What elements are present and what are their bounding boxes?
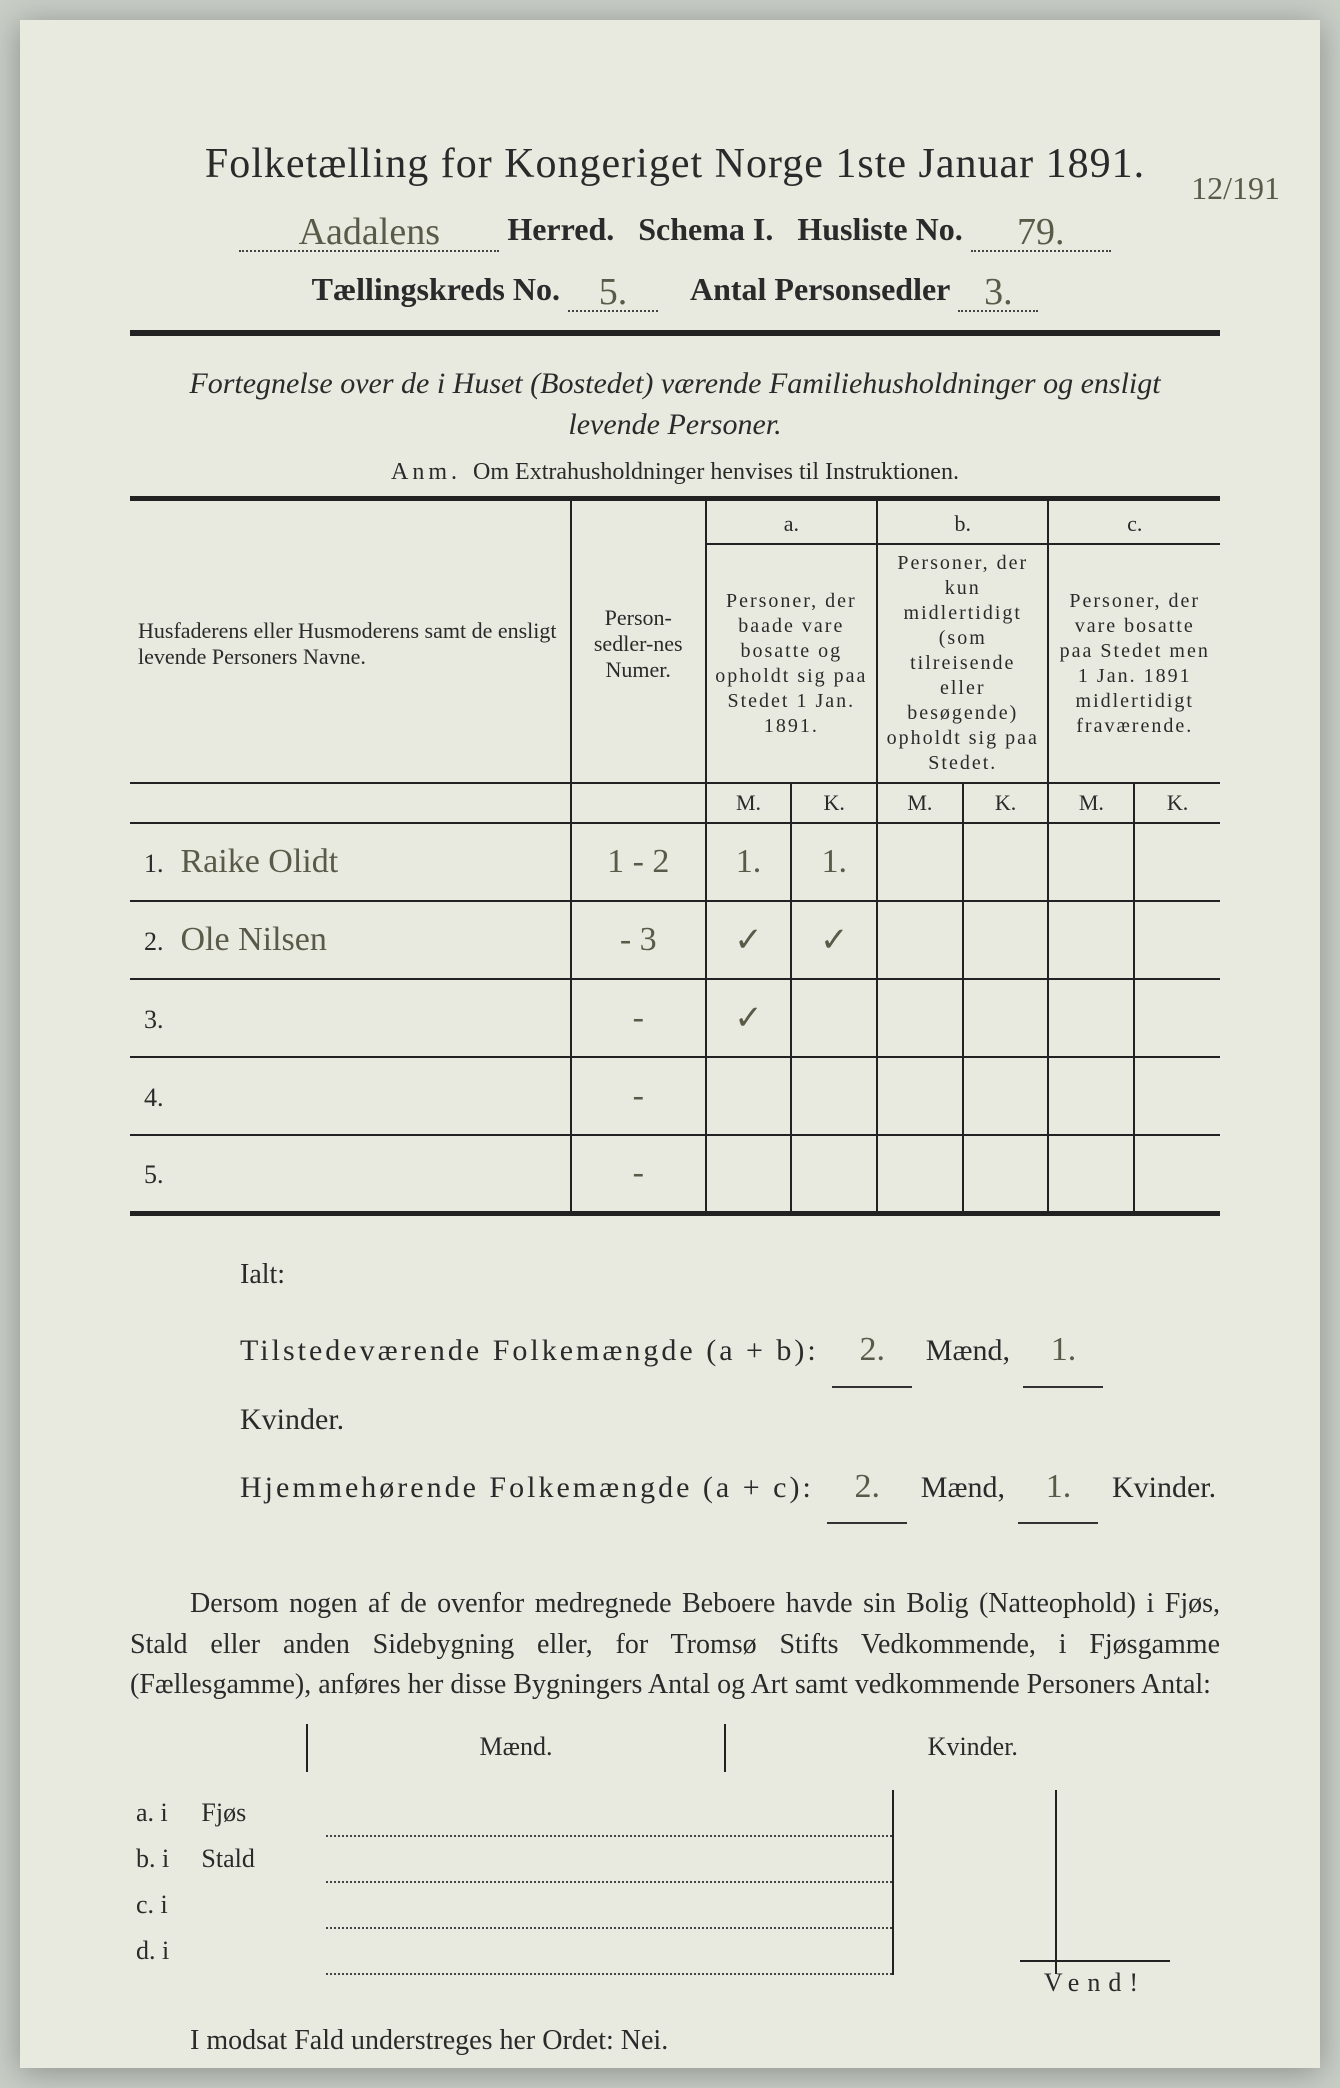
subtitle-line2: levende Personer. bbox=[568, 408, 781, 441]
subtitle: Fortegnelse over de i Huset (Bostedet) v… bbox=[130, 364, 1220, 445]
subtitle-line1: Fortegnelse over de i Huset (Bostedet) v… bbox=[189, 367, 1160, 400]
census-table: Husfaderens eller Husmoderens samt de en… bbox=[130, 496, 1220, 1216]
census-form-page: 12/191 Folketælling for Kongeriget Norge… bbox=[20, 20, 1320, 2068]
husliste-label: Husliste No. bbox=[797, 211, 962, 247]
col-header-a-top: a. bbox=[706, 499, 877, 545]
tilst-m: 2. bbox=[860, 1331, 886, 1368]
lower-maend-header: Mænd. bbox=[307, 1724, 724, 1772]
col-header-a: Personer, der baade vare bosatte og opho… bbox=[706, 544, 877, 783]
hjem-k: 1. bbox=[1046, 1468, 1072, 1505]
col-b-m: M. bbox=[877, 783, 963, 823]
col-header-b-top: b. bbox=[877, 499, 1048, 545]
ialt-label: Ialt: bbox=[240, 1246, 1220, 1305]
margin-annotation: 12/191 bbox=[1191, 170, 1280, 207]
antal-value: 3. bbox=[984, 271, 1013, 313]
maend-label-2: Mænd, bbox=[921, 1471, 1005, 1504]
col-header-name: Husfaderens eller Husmoderens samt de en… bbox=[130, 499, 571, 784]
divider-rule bbox=[130, 330, 1220, 336]
lower-row: a. iFjøs bbox=[130, 1790, 1220, 1836]
kreds-value: 5. bbox=[599, 271, 628, 313]
instruction-paragraph: Dersom nogen af de ovenfor medregnede Be… bbox=[130, 1584, 1220, 1706]
table-row: 3. -✓ bbox=[130, 979, 1220, 1057]
hjem-label: Hjemmehørende Folkemængde (a + c): bbox=[240, 1471, 814, 1504]
table-row: 2. Ole Nilsen- 3✓✓ bbox=[130, 901, 1220, 979]
maend-label-1: Mænd, bbox=[926, 1334, 1010, 1367]
col-header-c: Personer, der vare bosatte paa Stedet me… bbox=[1048, 544, 1220, 783]
lower-kvinder-header: Kvinder. bbox=[725, 1724, 1220, 1772]
anm-note: Anm. Om Extrahusholdninger henvises til … bbox=[130, 459, 1220, 486]
antal-label: Antal Personsedler bbox=[690, 271, 950, 307]
tilst-k: 1. bbox=[1051, 1331, 1077, 1368]
lower-row: c. i bbox=[130, 1882, 1220, 1928]
col-b-k: K. bbox=[963, 783, 1049, 823]
herred-label: Herred. bbox=[507, 211, 614, 247]
lower-table: Mænd. Kvinder. bbox=[130, 1724, 1220, 1772]
lower-table-rows: a. iFjøsb. iStaldc. id. i bbox=[130, 1790, 1220, 1975]
totals-block: Ialt: Tilstedeværende Folkemængde (a + b… bbox=[240, 1246, 1220, 1525]
col-a-m: M. bbox=[706, 783, 792, 823]
kreds-label: Tællingskreds No. bbox=[312, 271, 560, 307]
herred-value: Aadalens bbox=[299, 211, 440, 253]
col-c-m: M. bbox=[1048, 783, 1134, 823]
main-title: Folketælling for Kongeriget Norge 1ste J… bbox=[130, 140, 1220, 188]
kvinder-label-1: Kvinder. bbox=[240, 1403, 344, 1436]
tilst-row: Tilstedeværende Folkemængde (a + b): 2. … bbox=[240, 1314, 1220, 1450]
table-row: 5. - bbox=[130, 1135, 1220, 1213]
col-header-c-top: c. bbox=[1048, 499, 1220, 545]
table-body: 1. Raike Olidt1 - 21.1.2. Ole Nilsen- 3✓… bbox=[130, 823, 1220, 1213]
schema-label: Schema I. bbox=[638, 211, 773, 247]
lower-body: a. iFjøsb. iStaldc. id. i bbox=[130, 1790, 1220, 1974]
anm-text: Om Extrahusholdninger henvises til Instr… bbox=[473, 459, 959, 485]
vend-label: Vend! bbox=[1020, 1960, 1170, 1998]
tilst-label: Tilstedeværende Folkemængde (a + b): bbox=[240, 1334, 819, 1367]
husliste-value: 79. bbox=[1017, 211, 1065, 253]
hjem-m: 2. bbox=[855, 1468, 881, 1505]
nei-line: I modsat Fald understreges her Ordet: Ne… bbox=[130, 2025, 1220, 2057]
col-header-b: Personer, der kun midlertidigt (som tilr… bbox=[877, 544, 1048, 783]
lower-row: b. iStald bbox=[130, 1836, 1220, 1882]
anm-label: Anm. bbox=[391, 459, 461, 485]
hjem-row: Hjemmehørende Folkemængde (a + c): 2. Mæ… bbox=[240, 1451, 1220, 1524]
col-a-k: K. bbox=[791, 783, 877, 823]
kvinder-label-2: Kvinder. bbox=[1112, 1471, 1216, 1504]
header-line-2: Aadalens Herred. Schema I. Husliste No. … bbox=[130, 206, 1220, 252]
table-row: 1. Raike Olidt1 - 21.1. bbox=[130, 823, 1220, 901]
table-row: 4. - bbox=[130, 1057, 1220, 1135]
col-header-num: Person-sedler-nes Numer. bbox=[571, 499, 706, 784]
header-line-3: Tællingskreds No. 5. Antal Personsedler … bbox=[130, 266, 1220, 312]
col-c-k: K. bbox=[1134, 783, 1220, 823]
